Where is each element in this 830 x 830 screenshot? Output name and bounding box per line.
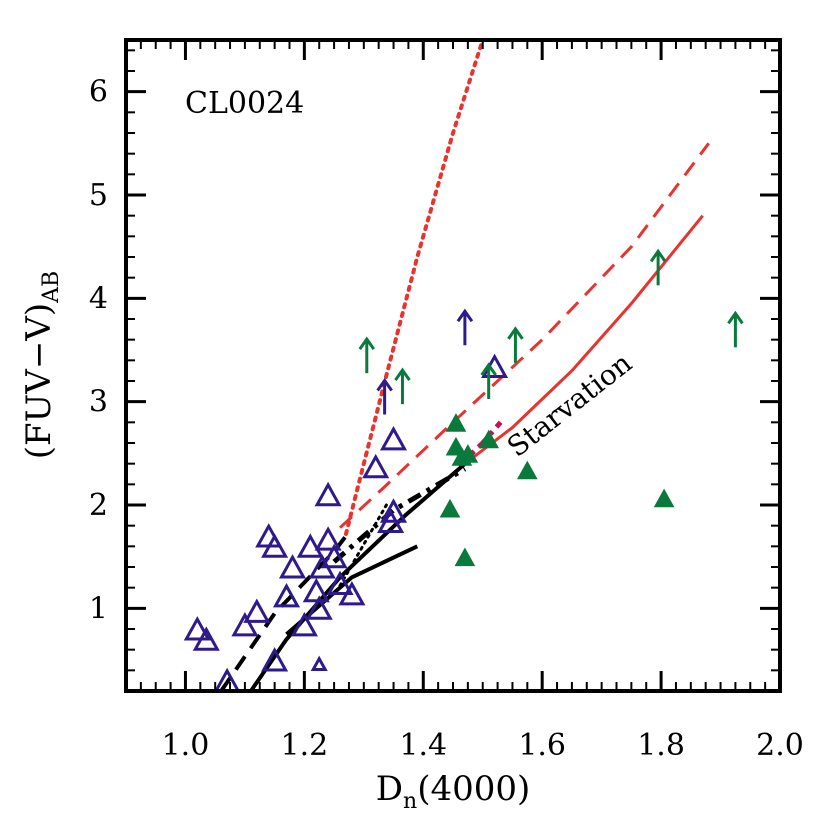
y-tick-label: 3: [89, 385, 108, 420]
open-triangle-point: [302, 577, 330, 603]
curve-red-solid: [463, 214, 704, 465]
upper-limit-arrow: [727, 310, 744, 348]
y-tick-label: 2: [89, 488, 108, 523]
upper-limit-arrow-head: [376, 377, 393, 392]
filled-triangle-point: [653, 488, 675, 508]
open-triangle-point: [278, 554, 307, 579]
upper-limit-arrow-head: [507, 326, 524, 340]
y-tick-label: 1: [89, 591, 108, 626]
upper-limit-arrow: [649, 248, 667, 286]
y-axis-title-subscript: AB: [39, 271, 64, 304]
upper-limit-arrow: [358, 336, 376, 374]
x-tick-label: 1.2: [281, 728, 329, 763]
filled-triangle-point: [445, 413, 467, 432]
filled-triangle-point: [516, 460, 538, 480]
open-triangle-point: [326, 570, 354, 595]
upper-limit-arrow-head: [456, 308, 474, 323]
open-triangle-point: [231, 612, 259, 637]
open-triangle-point: [183, 616, 211, 641]
x-tick-label: 1.8: [637, 728, 685, 763]
curve-black-dash-dot: [332, 466, 467, 564]
starvation-annotation: Starvation: [501, 346, 638, 463]
ticks-layer: [125, 40, 782, 692]
curve-red-dotted: [344, 38, 485, 536]
filled-triangle-point: [478, 429, 500, 449]
x-axis-title-rest: (4000): [417, 769, 530, 809]
upper-limit-arrow-head: [727, 310, 744, 325]
upper-limit-arrow: [480, 362, 497, 399]
upper-limit-arrow-head: [649, 248, 667, 263]
open-triangle-point: [314, 526, 342, 551]
y-axis-title-main: (FUV−V): [19, 303, 59, 459]
filled-triangle-point: [454, 547, 476, 567]
upper-limit-arrow-head: [394, 367, 411, 382]
x-tick-label: 1.0: [162, 728, 210, 763]
open-triangle-point: [296, 533, 324, 558]
open-triangle-point: [272, 583, 301, 608]
open-triangle-point: [305, 595, 333, 620]
tick-labels-layer: 1.0 1.2 1.4 1.6 1.8 2.0 1 2 3 4 5 6: [89, 75, 804, 763]
small-open-triangle-point: [310, 655, 328, 671]
curve-black-solid: [249, 462, 467, 693]
open-triangle-point: [362, 453, 390, 479]
upper-limit-arrow-head: [480, 362, 497, 376]
open-triangle-point: [338, 581, 366, 606]
y-tick-label: 6: [89, 75, 108, 110]
upper-limit-arrow: [376, 377, 393, 415]
plot-label: CL0024: [185, 86, 304, 121]
upper-limit-arrow: [456, 308, 474, 346]
upper-limit-arrow: [507, 326, 524, 363]
x-tick-label: 1.4: [399, 728, 447, 763]
x-axis-title-main: D: [376, 769, 403, 809]
open-triangle-point: [243, 598, 271, 623]
plot-frame: [124, 38, 782, 693]
x-axis-title: Dn(4000): [376, 769, 531, 814]
y-tick-label: 5: [89, 178, 108, 213]
curve-black-dashed: [219, 534, 348, 693]
open-triangle-point: [192, 626, 220, 651]
filled-triangle-point: [457, 444, 479, 463]
upper-limit-arrow-head: [358, 336, 376, 351]
markers-layer: [183, 248, 744, 693]
curve-red-dashed: [338, 142, 710, 529]
x-tick-label: 2.0: [756, 728, 804, 763]
x-tick-label: 1.6: [518, 728, 566, 763]
curves-layer: [219, 38, 710, 693]
open-triangle-point: [261, 647, 289, 672]
y-tick-label: 4: [89, 281, 108, 316]
open-triangle-point: [377, 508, 405, 533]
open-triangle-point: [379, 426, 408, 451]
x-axis-title-subscript: n: [403, 789, 417, 814]
y-axis-title: (FUV−V)AB: [19, 271, 64, 459]
open-triangle-point: [314, 481, 342, 507]
open-triangle-point: [379, 498, 408, 523]
open-triangle-point: [255, 523, 283, 548]
open-triangle-point: [290, 612, 318, 637]
open-triangle-point: [320, 543, 348, 569]
filled-triangle-point: [439, 498, 461, 518]
curve-black-dotted: [338, 501, 390, 588]
upper-limit-arrow: [394, 367, 411, 405]
open-triangle-point: [261, 533, 289, 558]
